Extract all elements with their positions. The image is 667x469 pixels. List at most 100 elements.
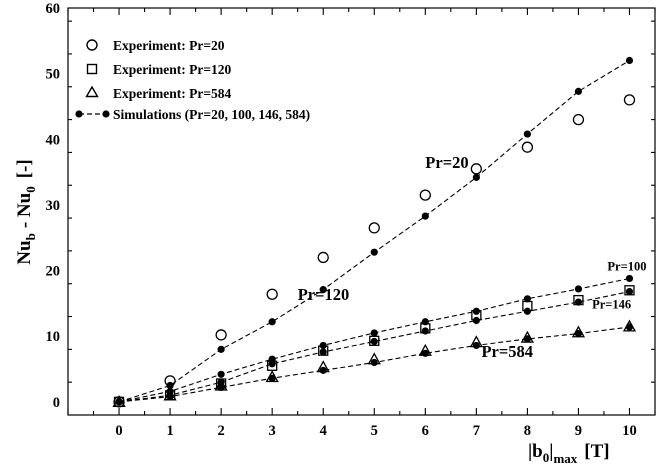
y-label-sub-b: b [23, 233, 38, 240]
plot-frame [67, 7, 656, 416]
exp-point-experiment-pr-584 [622, 319, 637, 332]
exp-point-experiment-pr-20 [164, 375, 176, 387]
exp-point-experiment-pr-584 [571, 325, 586, 338]
legend-label: Experiment: Pr=120 [113, 62, 232, 77]
y-tick-label: 50 [46, 67, 61, 83]
y-label-unit: [-] [14, 159, 35, 178]
x-tick-label: 2 [218, 423, 225, 439]
sim-point-pr20 [574, 87, 583, 95]
exp-point-experiment-pr-20 [266, 288, 278, 300]
exp-point-experiment-pr-584 [265, 370, 279, 383]
sim-line-pr146 [118, 291, 630, 403]
sim-point-pr20 [625, 56, 634, 65]
x-tick-label: 4 [320, 423, 327, 439]
legend-label: Simulations (Pr=20, 100, 146, 584) [113, 107, 310, 122]
sim-point-pr100 [217, 370, 225, 378]
exp-point-experiment-pr-20 [419, 189, 431, 201]
exp-point-experiment-pr-120 [471, 310, 482, 321]
annotation-label: Pr=100 [607, 260, 646, 274]
exp-point-experiment-pr-584 [520, 330, 534, 343]
y-tick-label: 20 [46, 264, 61, 280]
exp-point-experiment-pr-120 [522, 300, 533, 312]
plot-area-border [67, 7, 656, 416]
y-tick-label: 60 [46, 1, 61, 17]
legend-triangle-open-marker [85, 85, 99, 98]
legend-item-exp-pr120: Experiment: Pr=120 [86, 62, 232, 77]
annotation-label: Pr=146 [592, 298, 631, 312]
x-tick-label: 1 [166, 423, 173, 439]
x-axis-ticks: 0 1 2 3 4 5 6 7 8 9 10 [67, 8, 656, 439]
exp-point-experiment-pr-584 [163, 388, 177, 401]
legend-filled-circle-marker [75, 110, 83, 118]
sim-point-pr20 [268, 318, 276, 326]
x-axis-label: |b0|max [T] [528, 441, 610, 466]
x-tick-label: 10 [622, 423, 637, 439]
sim-point-pr20 [523, 130, 531, 138]
exp-point-experiment-pr-584 [418, 343, 432, 356]
exp-point-experiment-pr-584 [367, 352, 381, 365]
y-tick-label: 30 [46, 198, 61, 214]
y-label-minus: - Nu [14, 192, 35, 228]
sim-point-pr100 [523, 295, 531, 303]
sim-point-pr100 [625, 274, 634, 283]
sim-point-pr100 [319, 341, 327, 350]
sim-point-pr20 [319, 286, 327, 294]
x-label-sub-0: 0 [543, 450, 550, 465]
x-label-close: | [549, 441, 553, 462]
annotation-label: Pr=120 [298, 285, 350, 304]
sim-point-pr20 [421, 212, 429, 220]
exp-point-experiment-pr-20 [623, 94, 636, 106]
exp-point-experiment-pr-20 [215, 329, 227, 341]
sim-point-pr20 [370, 248, 378, 256]
sim-point-pr584 [574, 330, 583, 338]
exp-point-experiment-pr-584 [469, 335, 483, 348]
x-tick-label: 7 [473, 423, 480, 439]
y-label-sub-0: 0 [23, 186, 38, 193]
x-tick-label: 9 [575, 423, 582, 439]
sim-point-pr146 [370, 337, 378, 346]
exp-point-experiment-pr-584 [316, 360, 330, 373]
x-tick-label: 8 [524, 423, 531, 439]
sim-point-pr584 [370, 358, 378, 367]
y-tick-label: 0 [53, 395, 60, 411]
exp-point-experiment-pr-20 [470, 163, 482, 175]
exp-point-experiment-pr-120 [369, 335, 380, 346]
sim-point-pr146 [523, 307, 531, 315]
legend-label: Experiment: Pr=20 [113, 38, 225, 53]
legend-label: Experiment: Pr=584 [113, 86, 232, 101]
legend-item-simulations: Simulations (Pr=20, 100, 146, 584) [75, 107, 310, 122]
legend-item-exp-pr584: Experiment: Pr=584 [85, 85, 232, 101]
exp-point-experiment-pr-120 [420, 323, 431, 334]
x-tick-label: 5 [371, 423, 378, 439]
sim-point-pr100 [574, 285, 583, 293]
y-tick-label: 10 [46, 329, 61, 345]
y-tick-label: 40 [46, 132, 61, 148]
legend-item-exp-pr20: Experiment: Pr=20 [86, 38, 225, 53]
exp-point-experiment-pr-20 [521, 141, 534, 153]
sim-point-pr20 [472, 173, 480, 181]
sim-point-pr146 [472, 316, 480, 325]
x-label-unit: [T] [584, 441, 609, 462]
legend-filled-circle-marker [102, 110, 110, 118]
sim-point-pr584 [523, 335, 531, 343]
exp-point-experiment-pr-20 [368, 222, 380, 234]
legend-circle-open-marker [86, 39, 98, 51]
x-tick-label: 0 [115, 423, 122, 439]
exp-point-experiment-pr-120 [624, 285, 635, 296]
y-axis-label: Nub - Nu0 [-] [14, 159, 38, 264]
sim-point-pr584 [166, 393, 174, 401]
sim-point-pr20 [217, 345, 225, 353]
annotations: Pr=20 Pr=120 Pr=584 Pr=100 Pr=146 [298, 153, 647, 361]
sim-point-pr146 [625, 287, 634, 296]
x-label-main: |b [528, 441, 543, 462]
experiment-series [112, 94, 637, 408]
y-label-nu: Nu [14, 240, 35, 265]
exp-point-experiment-pr-584 [214, 378, 228, 391]
annotation-label: Pr=584 [481, 342, 533, 361]
simulation-series [115, 56, 634, 406]
exp-point-experiment-pr-584 [112, 395, 126, 408]
legend: Experiment: Pr=20 Experiment: Pr=120 Exp… [75, 38, 310, 122]
exp-point-experiment-pr-20 [572, 113, 585, 126]
x-tick-label: 6 [422, 423, 429, 439]
